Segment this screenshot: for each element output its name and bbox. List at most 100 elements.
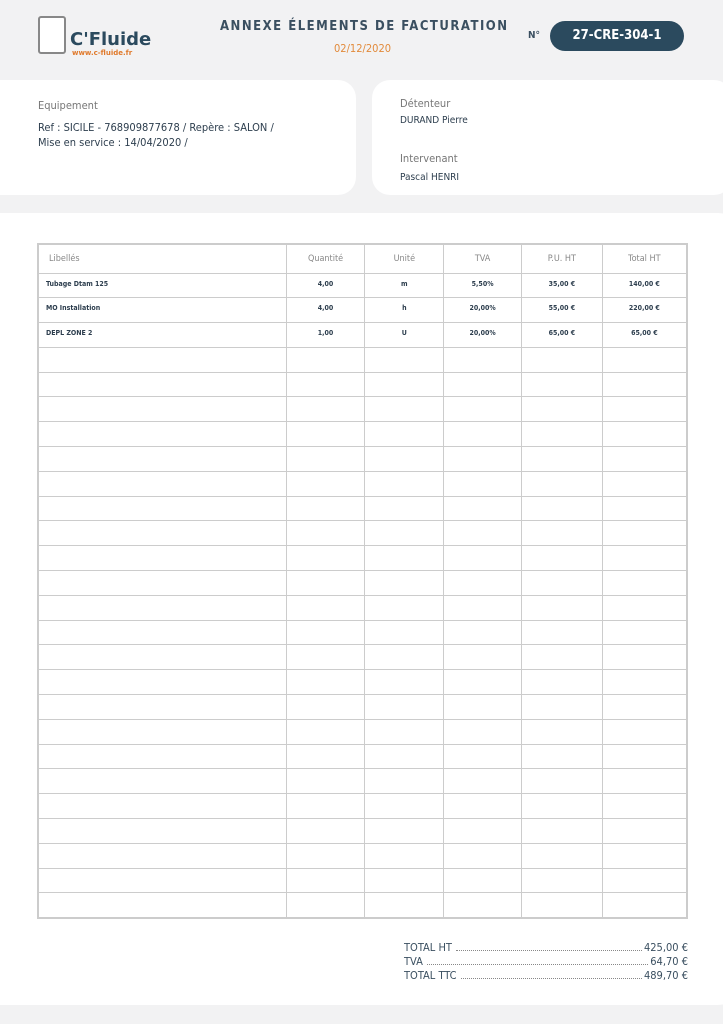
table-row [37, 793, 688, 820]
table-cell [37, 644, 287, 671]
table-cell [443, 867, 522, 894]
table-cell: 1,00 [285, 322, 366, 348]
totals: TOTAL HT 425,00 € TVA 64,70 € TOTAL TTC 489,7… [404, 941, 688, 983]
table-cell [443, 669, 522, 696]
table-cell [364, 371, 445, 398]
table-cell [443, 743, 522, 770]
column-header: P.U. HT [520, 243, 603, 274]
table-cell [37, 396, 287, 423]
table-cell [443, 793, 522, 820]
table-cell [520, 594, 603, 621]
table-cell [285, 892, 366, 919]
table-cell [443, 396, 522, 423]
dotted-leader [455, 950, 642, 951]
table-cell: 220,00 € [601, 297, 688, 324]
table-cell [37, 669, 287, 696]
table-cell [364, 470, 445, 497]
table-cell: h [364, 297, 445, 324]
table-cell [364, 818, 445, 844]
table-cell [520, 793, 603, 820]
table-cell [364, 619, 445, 646]
table-cell [601, 694, 688, 720]
total-label: TVA [404, 955, 423, 968]
table-cell [364, 446, 445, 472]
table-cell [364, 421, 445, 448]
billing-table: Libellés Quantité Unité TVA P.U. HT Total HT … [37, 243, 688, 919]
table-cell [37, 594, 287, 621]
table-cell [520, 470, 603, 497]
table-cell [520, 818, 603, 844]
table-cell [37, 718, 287, 745]
table-cell [601, 594, 688, 621]
table-cell [364, 867, 445, 894]
table-cell [364, 768, 445, 795]
table-cell [520, 520, 603, 547]
total-label: TOTAL TTC [404, 969, 457, 982]
table-row [37, 470, 688, 497]
table-cell [601, 669, 688, 696]
table-cell [37, 892, 287, 919]
table-cell [364, 520, 445, 547]
column-header: Quantité [285, 243, 366, 274]
table-cell [443, 346, 522, 373]
table-row [37, 594, 688, 621]
table-cell [601, 470, 688, 497]
equipment-line1: Ref : SICILE - 768909877678 / Repère : S… [38, 121, 274, 134]
table-row [37, 570, 688, 596]
table-cell [520, 421, 603, 448]
dotted-leader [426, 964, 649, 965]
table-cell [364, 396, 445, 423]
technician-label: Intervenant [400, 152, 458, 165]
table-cell [520, 892, 603, 919]
table-cell [601, 768, 688, 795]
table-cell [443, 694, 522, 720]
table-cell [285, 743, 366, 770]
number-label: N° [528, 30, 541, 41]
equipment-card: Equipement Ref : SICILE - 768909877678 /… [0, 80, 356, 195]
table-cell: Tubage Dtam 125 [37, 272, 287, 299]
column-header: Total HT [601, 243, 688, 274]
table-cell: 140,00 € [601, 272, 688, 299]
table-cell [37, 818, 287, 844]
table-cell [364, 346, 445, 373]
table-cell [285, 396, 366, 423]
table-cell: 20,00% [443, 322, 522, 348]
table-row [37, 396, 688, 423]
holder-value: DURAND Pierre [400, 115, 468, 126]
table-row [37, 718, 688, 745]
table-row [37, 495, 688, 522]
table-cell [37, 793, 287, 820]
table-cell [601, 520, 688, 547]
table-cell [364, 495, 445, 522]
table-row [37, 421, 688, 448]
table-cell [364, 594, 445, 621]
table-row [37, 842, 688, 869]
table-cell [364, 669, 445, 696]
table-cell [520, 743, 603, 770]
table-row [37, 619, 688, 646]
table-row: MO Installation 4,00 h 20,00% 55,00 €220,00 … [37, 297, 688, 324]
table-cell [520, 495, 603, 522]
table-cell: 4,00 [285, 272, 366, 299]
table-cell [601, 892, 688, 919]
table-cell: U [364, 322, 445, 348]
table-cell [285, 545, 366, 572]
table-cell [37, 743, 287, 770]
table-cell [443, 644, 522, 671]
table-cell [364, 793, 445, 820]
table-cell [285, 718, 366, 745]
table-row [37, 371, 688, 398]
column-header: Libellés [37, 243, 287, 274]
total-value: 425,00 € [643, 941, 688, 954]
table-cell [601, 421, 688, 448]
column-header: Unité [364, 243, 445, 274]
holder-label: Détenteur [400, 97, 451, 110]
table-cell [37, 545, 287, 572]
table-row [37, 818, 688, 844]
total-row: TVA 64,70 € [404, 955, 688, 969]
table-cell [37, 421, 287, 448]
table-cell [285, 346, 366, 373]
table-cell [520, 694, 603, 720]
table-cell [364, 718, 445, 745]
table-row [37, 892, 688, 919]
